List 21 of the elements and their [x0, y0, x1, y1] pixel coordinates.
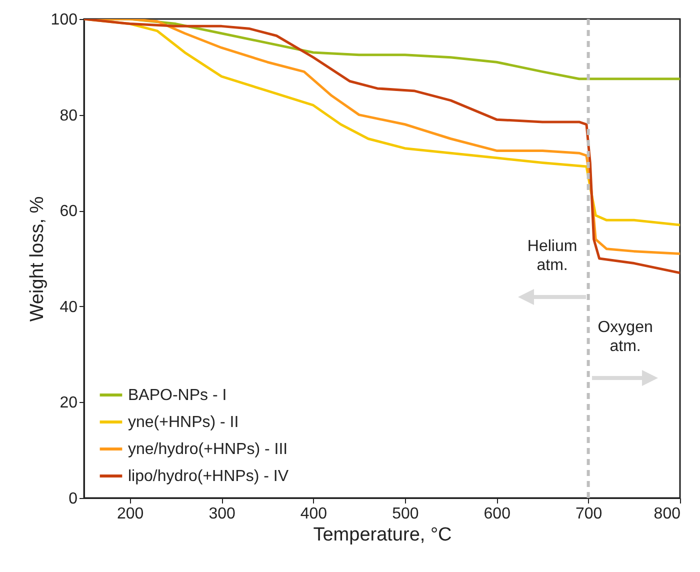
x-tick-label: 800	[654, 506, 681, 522]
legend-label: lipo/hydro(+HNPs) - IV	[128, 468, 289, 485]
x-tick-label: 400	[300, 506, 328, 522]
x-tick-label: 300	[208, 506, 236, 522]
x-tick-label: 600	[484, 506, 511, 522]
y-tick-label: 80	[60, 107, 78, 124]
x-tick-label: 200	[116, 506, 144, 522]
y-tick-label: 60	[60, 203, 78, 220]
x-tick-label: 500	[392, 506, 419, 522]
annotation: Helium atm.	[526, 236, 578, 275]
y-tick-label: 100	[50, 12, 78, 28]
x-axis-title: Temperature, °C	[313, 524, 452, 546]
y-axis-title: Weight loss, %	[26, 196, 48, 322]
y-tick-label: 40	[60, 298, 78, 316]
x-tick-label: 700	[575, 506, 602, 522]
y-tick-label: 0	[68, 490, 78, 508]
y-tick-label: 20	[60, 394, 78, 412]
annotation: Oxygen atm.	[596, 318, 654, 356]
legend-label: BAPO-NPs - I	[128, 387, 227, 404]
legend-label: yne(+HNPs) - II	[128, 414, 239, 431]
legend-label: yne/hydro(+HNPs) - III	[128, 441, 288, 458]
